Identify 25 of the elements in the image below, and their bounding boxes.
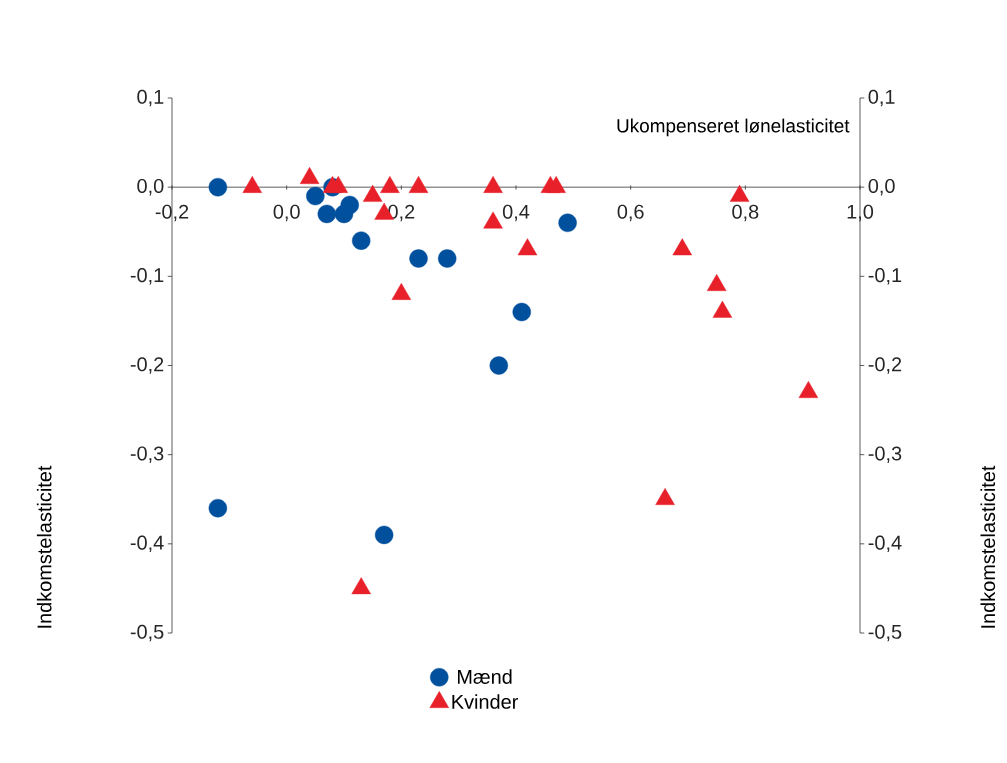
- y2-tick-label: -0,1: [868, 268, 902, 285]
- y-tick-label: -0,4: [130, 535, 164, 553]
- y-tick-label: 0,1: [137, 89, 164, 107]
- x-tick-label: 0,8: [732, 204, 759, 222]
- legend-label: Mænd: [457, 669, 512, 684]
- y-tick-label: -0,3: [130, 446, 164, 463]
- y2-tick-label: -0,2: [868, 357, 902, 374]
- y-tick-label: -0,1: [130, 268, 164, 285]
- y-axis-title: Indkomstelasticitet: [36, 465, 52, 628]
- x-axis-title: Ukompenseret lønelasticitet: [617, 118, 850, 137]
- y-tick-label: -0,2: [130, 357, 164, 374]
- y2-tick-label: -0,4: [868, 535, 902, 553]
- y2-tick-label: -0,5: [868, 624, 902, 642]
- x-tick-label: 0,4: [502, 204, 530, 222]
- x-tick-label: -0,2: [155, 204, 189, 222]
- y2-tick-label: 0,1: [868, 89, 895, 107]
- y2-tick-label: -0,3: [868, 446, 902, 463]
- legend-label: Kvinder: [452, 694, 518, 709]
- x-tick-label: 1,0: [847, 204, 874, 222]
- y-tick-label: -0,5: [130, 624, 164, 642]
- y2-axis-title: Indkomstelasticitet: [980, 465, 996, 628]
- y2-tick-label: 0,0: [868, 178, 895, 196]
- x-tick-label: 0,0: [273, 204, 300, 222]
- x-tick-label: 0,6: [617, 204, 644, 222]
- y-tick-label: 0,0: [137, 178, 164, 196]
